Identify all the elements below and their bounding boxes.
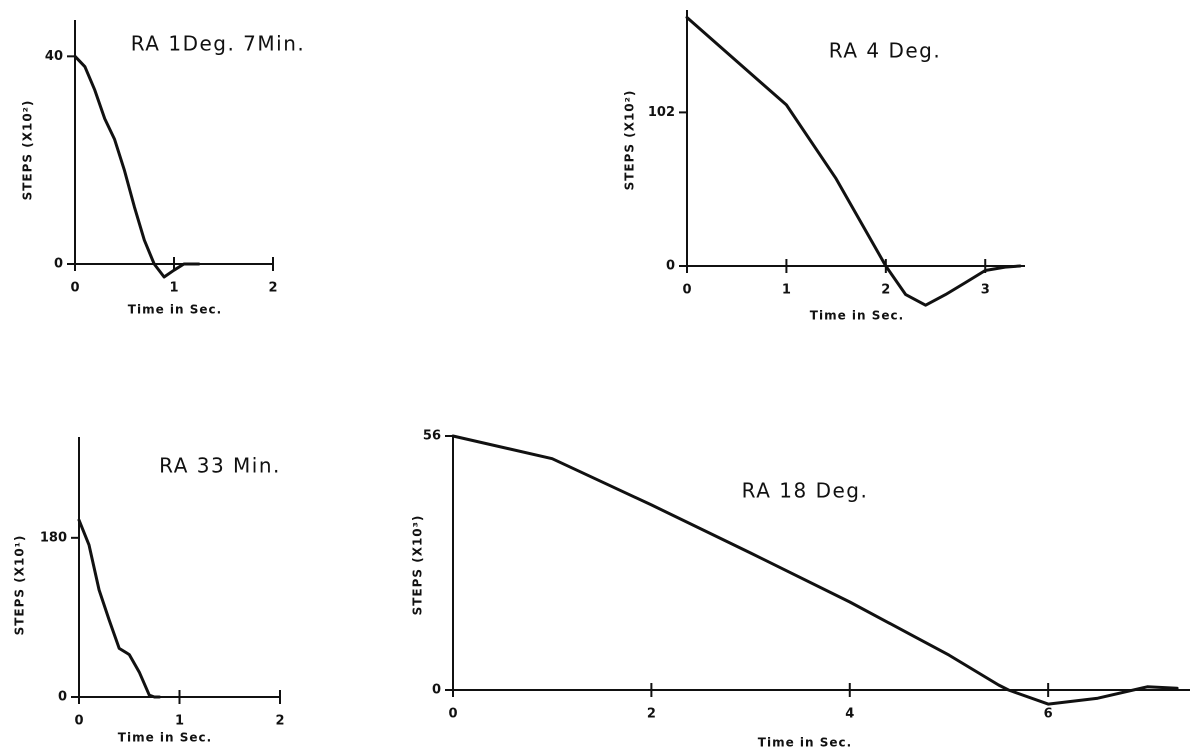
- x-tick-label: 1: [169, 281, 178, 296]
- x-tick-label: 1: [782, 283, 791, 298]
- y-axis-label: STEPS (X10²): [623, 90, 637, 191]
- y-tick-label: 0: [58, 690, 67, 705]
- y-axis-label: STEPS (X10¹): [13, 535, 27, 636]
- x-tick-label: 6: [1044, 707, 1053, 722]
- x-axis-label: Time in Sec.: [118, 731, 212, 745]
- x-axis-label: Time in Sec.: [128, 303, 222, 317]
- x-tick-label: 0: [74, 714, 83, 729]
- y-tick-label: 102: [648, 105, 675, 120]
- x-tick-label: 2: [881, 283, 890, 298]
- data-line: [685, 16, 1022, 307]
- x-tick-label: 0: [70, 281, 79, 296]
- y-tick-label: 0: [54, 257, 63, 272]
- data-line: [77, 518, 161, 699]
- x-axis-label: Time in Sec.: [758, 736, 852, 750]
- y-axis-label: STEPS (X10²): [21, 100, 35, 201]
- x-tick-label: 0: [682, 283, 691, 298]
- y-tick-label: 0: [666, 259, 675, 274]
- x-axis-label: Time in Sec.: [810, 309, 904, 323]
- x-tick-label: 3: [981, 283, 990, 298]
- x-tick-label: 2: [647, 707, 656, 722]
- y-tick-label: 40: [45, 49, 63, 64]
- chart-title: RA 18 Deg.: [742, 479, 869, 503]
- y-tick-label: 180: [40, 530, 67, 545]
- y-tick-label: 56: [423, 429, 441, 444]
- x-tick-label: 2: [268, 281, 277, 296]
- data-line: [73, 54, 201, 279]
- x-tick-label: 1: [175, 714, 184, 729]
- x-tick-label: 0: [448, 707, 457, 722]
- chart-title: RA 1Deg. 7Min.: [131, 32, 306, 56]
- x-tick-label: 4: [845, 707, 854, 722]
- y-tick-label: 0: [432, 683, 441, 698]
- chart-title: RA 4 Deg.: [829, 39, 941, 63]
- x-tick-label: 2: [275, 714, 284, 729]
- data-line: [451, 434, 1179, 706]
- y-axis-label: STEPS (X10³): [411, 515, 425, 616]
- chart-title: RA 33 Min.: [159, 454, 281, 478]
